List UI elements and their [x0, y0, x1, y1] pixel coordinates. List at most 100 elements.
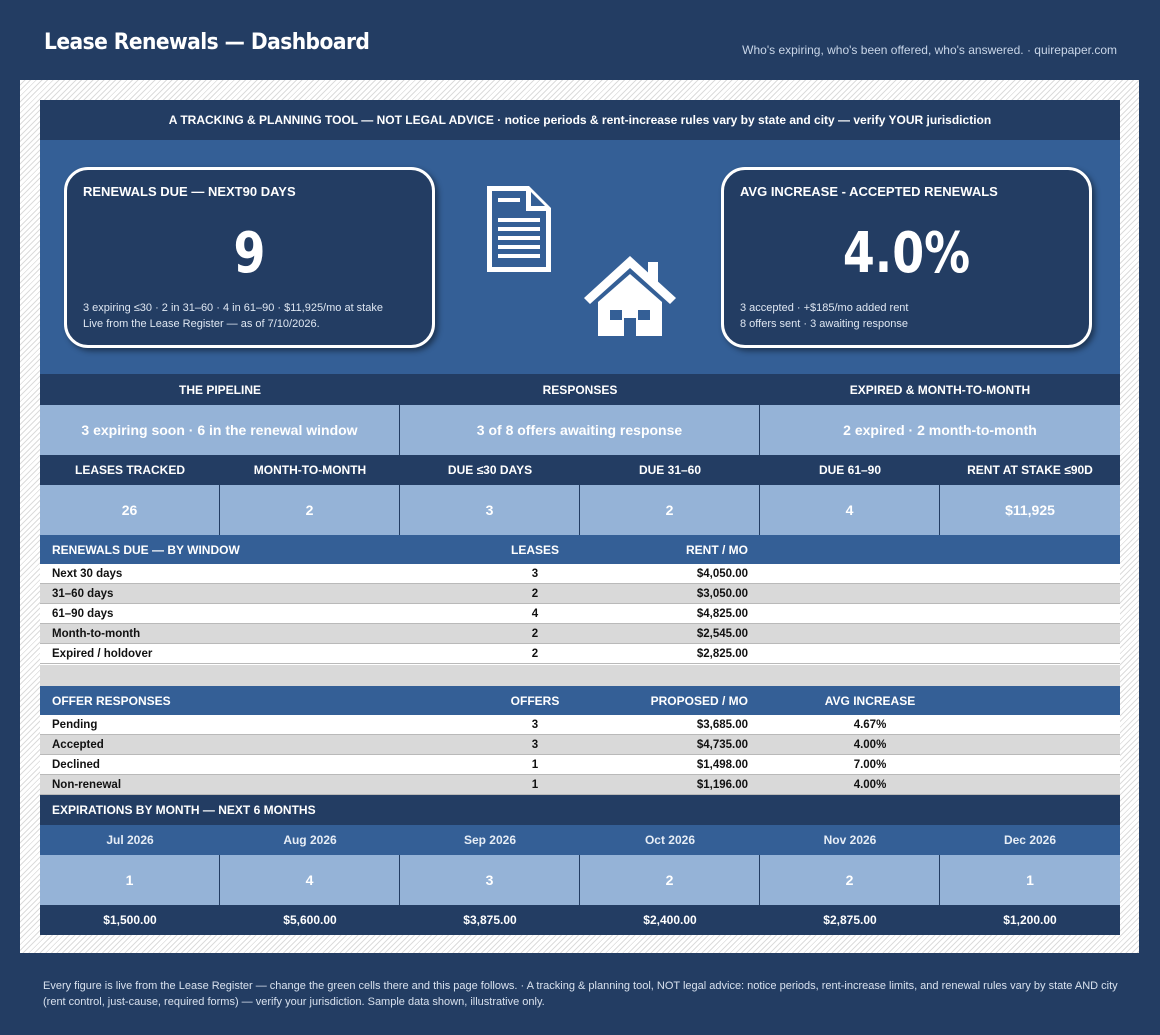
- row-label: Accepted: [52, 738, 104, 751]
- footer-note: Every figure is live from the Lease Regi…: [43, 980, 1118, 1008]
- page-header: Lease Renewals — Dashboard Who's expirin…: [0, 0, 1160, 80]
- offers-col-proposed: PROPOSED / MO: [650, 693, 748, 708]
- row-amount: $1,498.00: [696, 758, 748, 771]
- kpi-value-month-to-month: 2: [220, 485, 400, 535]
- renewals-due-label: RENEWALS DUE — NEXT90 DAYS: [83, 184, 296, 199]
- month-label: Dec 2026: [1003, 833, 1057, 847]
- month-amount: $1,200.00: [1003, 913, 1057, 927]
- kpi-value-rent-at-stake: $11,925: [1005, 502, 1055, 518]
- expired-header: EXPIRED & MONTH-TO-MONTH: [849, 382, 1031, 397]
- kpi-header-due-61-90: DUE 61–90: [818, 463, 882, 477]
- expirations-title: EXPIRATIONS BY MONTH — NEXT 6 MONTHS: [40, 795, 1120, 825]
- row-amount: $4,050.00: [696, 567, 748, 580]
- kpi-value-row: 26 2 3 2 4 $11,925: [40, 485, 1120, 535]
- row-amount: $3,050.00: [696, 587, 748, 600]
- row-label: Declined: [52, 758, 100, 771]
- document-icon: [487, 186, 551, 272]
- avg-increase-accepted: 3 accepted · +$185/mo added rent: [740, 302, 909, 314]
- kpi-header-month-to-month: MONTH-TO-MONTH: [253, 463, 367, 477]
- renewals-due-value: 9: [233, 221, 266, 286]
- renewals-due-breakdown: 3 expiring ≤30 · 2 in 31–60 · 4 in 61–90…: [83, 302, 383, 314]
- row-amount: $4,825.00: [696, 607, 748, 620]
- dashboard-body: A TRACKING & PLANNING TOOL — NOT LEGAL A…: [40, 100, 1120, 935]
- renewals-col-leases: LEASES: [510, 542, 559, 557]
- responses-value: 3 of 8 offers awaiting response: [400, 405, 760, 455]
- house-icon: [584, 256, 676, 336]
- row-label: Non-renewal: [52, 778, 122, 791]
- table-row: Declined 1 $1,498.00 7.00%: [40, 755, 1120, 775]
- offers-table-header: OFFER RESPONSES OFFERS PROPOSED / MO AVG…: [40, 686, 1120, 715]
- renewals-col-rent: RENT / MO: [686, 542, 748, 557]
- table-row: Non-renewal 1 $1,196.00 4.00%: [40, 775, 1120, 795]
- table-row: 61–90 days 4 $4,825.00: [40, 604, 1120, 624]
- avg-increase-value: 4.0%: [842, 221, 971, 286]
- month-label: Oct 2026: [644, 833, 696, 847]
- dashboard-sheet: A TRACKING & PLANNING TOOL — NOT LEGAL A…: [20, 80, 1139, 953]
- row-count: 1: [531, 758, 539, 771]
- renewals-col-window: RENEWALS DUE — BY WINDOW: [52, 542, 240, 557]
- pipeline-header: THE PIPELINE: [178, 382, 261, 397]
- month-count: 2: [760, 855, 940, 905]
- table-row: Next 30 days 3 $4,050.00: [40, 564, 1120, 584]
- kpi-header-row: LEASES TRACKED MONTH-TO-MONTH DUE ≤30 DA…: [40, 455, 1120, 485]
- row-count: 4: [531, 607, 539, 620]
- avg-increase-label: AVG INCREASE - ACCEPTED RENEWALS: [740, 184, 998, 199]
- renewals-due-source: Live from the Lease Register — as of 7/1…: [83, 318, 320, 330]
- disclaimer-banner: A TRACKING & PLANNING TOOL — NOT LEGAL A…: [40, 100, 1120, 140]
- row-count: 2: [531, 587, 539, 600]
- row-count: 3: [531, 567, 539, 580]
- row-label: Next 30 days: [52, 567, 123, 580]
- offers-col-offers: OFFERS: [510, 693, 560, 708]
- month-count: 3: [400, 855, 580, 905]
- month-count: 4: [220, 855, 400, 905]
- month-label: Sep 2026: [463, 833, 517, 847]
- month-label: Aug 2026: [283, 833, 337, 847]
- page-tagline: Who's expiring, who's been offered, who'…: [742, 43, 1117, 57]
- kpi-value-due-61-90: 4: [760, 485, 940, 535]
- row-label: 61–90 days: [52, 607, 114, 620]
- table-spacer: [40, 665, 1120, 686]
- offers-col-avg-increase: AVG INCREASE: [824, 693, 916, 708]
- row-label: Pending: [52, 718, 98, 731]
- month-count: 1: [1026, 872, 1034, 888]
- kpi-header-leases-tracked: LEASES TRACKED: [74, 463, 185, 477]
- row-label: Expired / holdover: [52, 647, 153, 660]
- pipeline-value: 3 expiring soon · 6 in the renewal windo…: [40, 405, 400, 455]
- renewals-due-card: RENEWALS DUE — NEXT90 DAYS 9 3 expiring …: [64, 167, 435, 348]
- renewals-table-header: RENEWALS DUE — BY WINDOW LEASES RENT / M…: [40, 535, 1120, 564]
- kpi-value-due-30: 3: [400, 485, 580, 535]
- row-count: 2: [531, 627, 539, 640]
- kpi-value-leases-tracked: 26: [40, 485, 220, 535]
- row-increase: 4.00%: [853, 778, 887, 791]
- row-increase: 4.00%: [853, 738, 887, 751]
- row-label: Month-to-month: [52, 627, 141, 640]
- row-count: 3: [531, 718, 539, 731]
- table-row: Expired / holdover 2 $2,825.00: [40, 644, 1120, 664]
- expirations-count-row: 1 4 3 2 2 1: [40, 855, 1120, 905]
- month-count: 1: [40, 855, 220, 905]
- row-amount: $3,685.00: [696, 718, 748, 731]
- kpi-header-rent-at-stake: RENT AT STAKE ≤90D: [967, 463, 1093, 477]
- row-increase: 7.00%: [853, 758, 887, 771]
- month-amount: $2,400.00: [643, 913, 697, 927]
- month-count: 2: [580, 855, 760, 905]
- row-amount: $4,735.00: [696, 738, 748, 751]
- hero-panel: RENEWALS DUE — NEXT90 DAYS 9 3 expiring …: [40, 140, 1120, 374]
- expirations-month-row: Jul 2026 Aug 2026 Sep 2026 Oct 2026 Nov …: [40, 825, 1120, 855]
- month-label: Nov 2026: [823, 833, 877, 847]
- month-amount: $2,875.00: [823, 913, 877, 927]
- kpi-value-due-31-60: 2: [580, 485, 760, 535]
- table-row: Month-to-month 2 $2,545.00: [40, 624, 1120, 644]
- expired-value: 2 expired · 2 month-to-month: [843, 422, 1037, 438]
- avg-increase-card: AVG INCREASE - ACCEPTED RENEWALS 4.0% 3 …: [721, 167, 1092, 348]
- row-count: 3: [531, 738, 539, 751]
- avg-increase-offers: 8 offers sent · 3 awaiting response: [740, 318, 908, 330]
- row-amount: $2,825.00: [696, 647, 748, 660]
- pipeline-header-row: THE PIPELINE RESPONSES EXPIRED & MONTH-T…: [40, 374, 1120, 405]
- row-count: 2: [531, 647, 539, 660]
- month-amount: $3,875.00: [463, 913, 517, 927]
- table-row: 31–60 days 2 $3,050.00: [40, 584, 1120, 604]
- responses-header: RESPONSES: [542, 382, 618, 397]
- row-count: 1: [531, 778, 539, 791]
- offers-col-response: OFFER RESPONSES: [52, 693, 171, 708]
